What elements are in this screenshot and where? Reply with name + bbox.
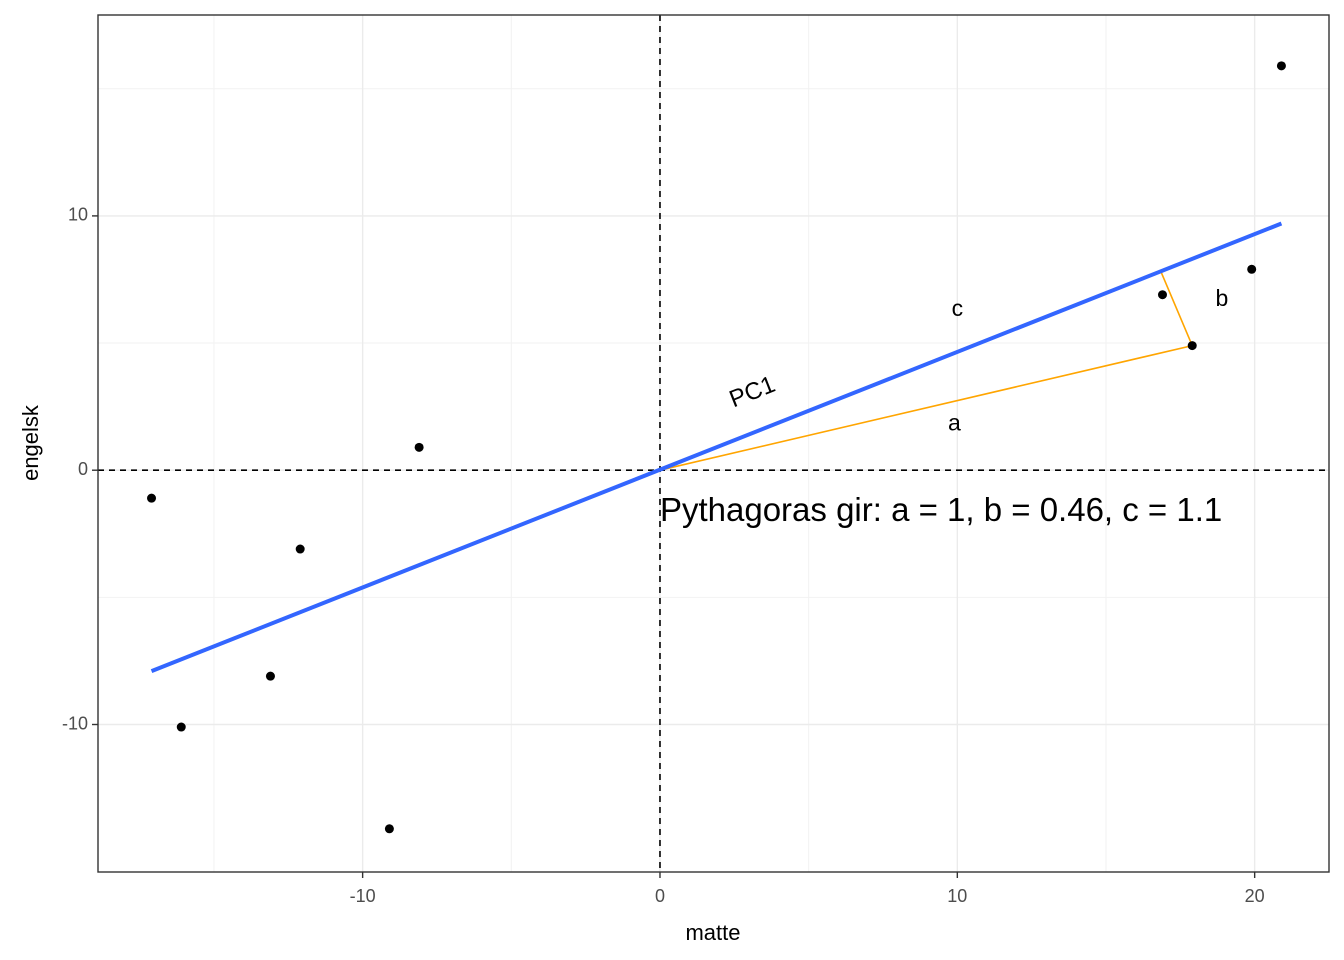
data-point bbox=[1247, 264, 1257, 274]
y-tick-label: 0 bbox=[78, 459, 88, 479]
panel-background bbox=[98, 15, 1329, 872]
x-tick-label: 0 bbox=[655, 886, 665, 906]
y-tick-label: -10 bbox=[62, 713, 88, 733]
y-axis-ticks: -10 0 10 bbox=[62, 205, 98, 733]
x-tick-label: 10 bbox=[947, 886, 967, 906]
pythagoras-triangle bbox=[659, 271, 1193, 471]
pc1-line bbox=[150, 221, 1283, 673]
side-label-c: c bbox=[952, 295, 964, 321]
data-point bbox=[295, 544, 305, 554]
y-tick-label: 10 bbox=[68, 205, 88, 225]
y-axis-title: engelsk bbox=[18, 404, 43, 481]
panel-border bbox=[97, 14, 1330, 873]
data-point bbox=[176, 722, 186, 732]
x-axis-ticks: -10 0 10 20 bbox=[350, 872, 1265, 906]
reference-lines bbox=[98, 15, 1329, 872]
data-point bbox=[265, 671, 275, 681]
triangle-side-b bbox=[1160, 271, 1193, 346]
data-point bbox=[414, 442, 424, 452]
x-tick-label: -10 bbox=[350, 886, 376, 906]
data-point bbox=[147, 493, 157, 503]
pythagoras-annotation: Pythagoras gir: a = 1, b = 0.46, c = 1.1 bbox=[660, 491, 1222, 528]
x-tick-label: 20 bbox=[1245, 886, 1265, 906]
x-axis-title: matte bbox=[685, 920, 740, 945]
minor-grid bbox=[98, 15, 1329, 872]
side-label-a: a bbox=[948, 410, 961, 436]
data-point bbox=[1157, 290, 1167, 300]
side-label-b: b bbox=[1216, 285, 1229, 311]
data-points bbox=[147, 61, 1286, 834]
data-point bbox=[1187, 341, 1197, 351]
annotation-labels: a b c Pythagoras gir: a = 1, b = 0.46, c = … bbox=[660, 285, 1228, 528]
triangle-side-a bbox=[659, 344, 1193, 471]
data-point bbox=[384, 824, 394, 834]
data-point bbox=[1276, 61, 1286, 71]
